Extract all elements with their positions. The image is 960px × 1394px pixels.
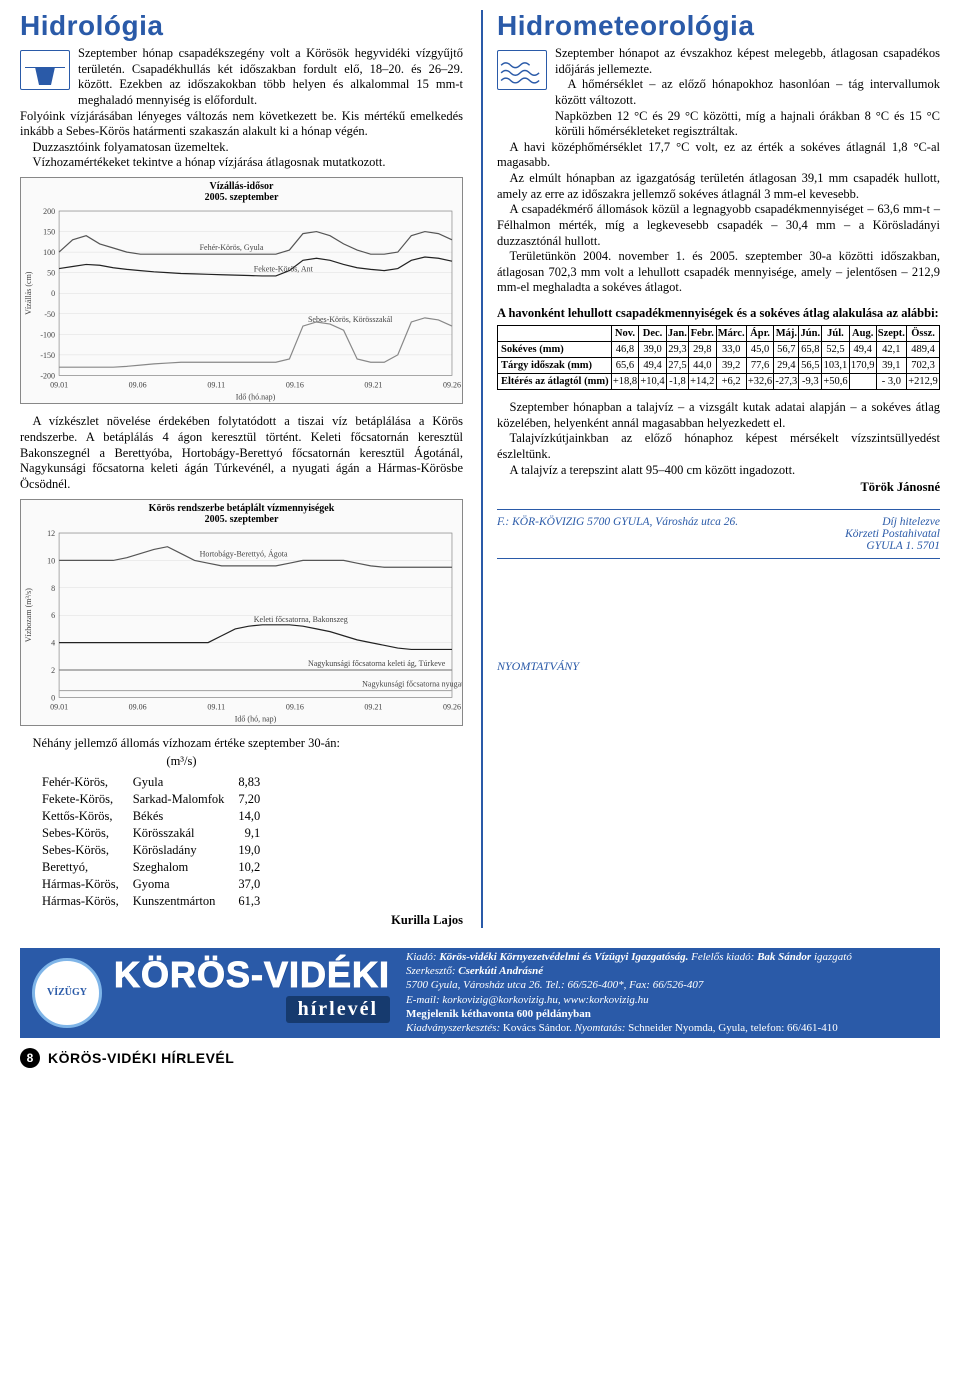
svg-text:0: 0 <box>51 693 55 702</box>
svg-text:0: 0 <box>51 289 55 298</box>
right-p3: Napközben 12 °C és 29 °C közötti, míg a … <box>555 109 940 140</box>
left-p6: Néhány jellemző állomás vízhozam értéke … <box>20 736 463 752</box>
footer-text: KÖRÖS-VIDÉKI HÍRLEVÉL <box>48 1050 234 1066</box>
left-p5: A vízkészlet növelése érdekében folytató… <box>20 414 463 492</box>
hirlevel-badge: hírlevél <box>286 996 390 1023</box>
svg-text:-150: -150 <box>40 351 55 360</box>
svg-text:09.11: 09.11 <box>207 380 225 389</box>
unit-label: (m³/s) <box>20 754 343 769</box>
right-p5: Az elmúlt hónapban az igazgatóság terüle… <box>497 171 940 202</box>
chart2: Körös rendszerbe betáplált vízmennyisége… <box>20 499 463 726</box>
hydrometeo-title: Hidrometeorológia <box>497 10 940 42</box>
svg-text:12: 12 <box>47 529 55 538</box>
hydrology-title: Hidrológia <box>20 10 463 42</box>
svg-text:09.26: 09.26 <box>443 702 461 711</box>
svg-text:4: 4 <box>51 638 55 647</box>
svg-text:8: 8 <box>51 583 55 592</box>
svg-text:Idő (hó, nap): Idő (hó, nap) <box>235 714 277 723</box>
left-p1: Szeptember hónap csapadékszegény volt a … <box>78 46 463 109</box>
svg-text:09.16: 09.16 <box>286 702 304 711</box>
left-p2: Folyóink vízjárásában lényeges változás … <box>20 109 463 140</box>
svg-text:Fehér-Körös, Gyula: Fehér-Körös, Gyula <box>200 243 264 252</box>
table-subhead: A havonként lehullott csapadékmennyisége… <box>497 306 940 321</box>
svg-text:2: 2 <box>51 666 55 675</box>
masthead: VÍZÜGY KÖRÖS-VIDÉKI hírlevél Kiadó: Körö… <box>20 948 940 1038</box>
svg-text:-50: -50 <box>44 310 55 319</box>
right-p4: A havi középhőmérséklet 17,7 °C volt, ez… <box>497 140 940 171</box>
address-block: F.: KÖR-KÖVIZIG 5700 GYULA, Városház utc… <box>497 509 940 559</box>
right-p6: A csapadékmérő állomások közül a legnagy… <box>497 202 940 249</box>
svg-text:09.01: 09.01 <box>50 702 68 711</box>
svg-text:09.06: 09.06 <box>129 380 147 389</box>
wave-icon <box>497 50 547 90</box>
svg-text:Nagykunsági főcsatorna nyugati: Nagykunsági főcsatorna nyugati ág, Öcsöd <box>362 679 462 688</box>
svg-text:100: 100 <box>43 248 55 257</box>
svg-text:Vízállás (cm): Vízállás (cm) <box>24 271 33 315</box>
svg-text:09.21: 09.21 <box>364 380 382 389</box>
left-p3: Duzzasztóink folyamatosan üzemeltek. <box>20 140 463 156</box>
right-p7: Területünkön 2004. november 1. és 2005. … <box>497 249 940 296</box>
svg-text:09.11: 09.11 <box>207 702 225 711</box>
svg-text:Fekete-Körös, Ant: Fekete-Körös, Ant <box>254 265 314 274</box>
nyomtatvany: NYOMTATVÁNY <box>497 659 940 674</box>
svg-text:09.06: 09.06 <box>129 702 147 711</box>
left-author: Kurilla Lajos <box>20 913 463 928</box>
svg-text:200: 200 <box>43 207 55 216</box>
vizugy-logo: VÍZÜGY <box>32 958 102 1028</box>
svg-text:150: 150 <box>43 228 55 237</box>
precip-table: Nov.Dec.Jan.Febr.Márc.Ápr.Máj.Jún.Júl.Au… <box>497 325 940 390</box>
svg-text:-200: -200 <box>40 371 55 380</box>
svg-text:09.21: 09.21 <box>364 702 382 711</box>
svg-text:50: 50 <box>47 269 55 278</box>
stations-table: Fehér-Körös,Gyula8,83Fekete-Körös,Sarkad… <box>40 773 262 911</box>
svg-text:Vízhozam (m³/s): Vízhozam (m³/s) <box>24 587 33 641</box>
brand-title: KÖRÖS-VIDÉKI <box>114 954 390 996</box>
svg-text:Idő (hó.nap): Idő (hó.nap) <box>236 392 276 401</box>
svg-text:Hortobágy-Berettyó, Ágota: Hortobágy-Berettyó, Ágota <box>200 548 288 558</box>
svg-text:Keleti főcsatorna, Bakonszeg: Keleti főcsatorna, Bakonszeg <box>254 615 348 624</box>
right-author: Török Jánosné <box>497 480 940 495</box>
right-p10: A talajvíz a terepszint alatt 95–400 cm … <box>497 463 940 479</box>
svg-text:09.16: 09.16 <box>286 380 304 389</box>
svg-text:Nagykunsági főcsatorna keleti: Nagykunsági főcsatorna keleti ág, Túrkev… <box>308 659 446 668</box>
svg-text:10: 10 <box>47 556 55 565</box>
svg-text:-100: -100 <box>40 330 55 339</box>
dam-icon <box>20 50 70 90</box>
right-p1: Szeptember hónapot az évszakhoz képest m… <box>555 46 940 77</box>
svg-text:Sebes-Körös, Körösszakál: Sebes-Körös, Körösszakál <box>308 315 393 324</box>
right-p2: A hőmérséklet – az előző hónapokhoz haso… <box>555 77 940 108</box>
page-footer: 8 KÖRÖS-VIDÉKI HÍRLEVÉL <box>20 1048 960 1068</box>
svg-text:09.01: 09.01 <box>50 380 68 389</box>
left-p4: Vízhozamértékeket tekintve a hónap vízjá… <box>20 155 463 171</box>
svg-text:6: 6 <box>51 611 55 620</box>
chart1: Vízállás-idősor 2005. szeptember -200-15… <box>20 177 463 404</box>
right-p9: Talajvízkútjainkban az előző hónaphoz ké… <box>497 431 940 462</box>
page-number: 8 <box>20 1048 40 1068</box>
imprint: Kiadó: Körös-vidéki Környezetvédelmi és … <box>406 950 852 1036</box>
svg-text:09.26: 09.26 <box>443 380 461 389</box>
right-p8: Szeptember hónapban a talajvíz – a vizsg… <box>497 400 940 431</box>
